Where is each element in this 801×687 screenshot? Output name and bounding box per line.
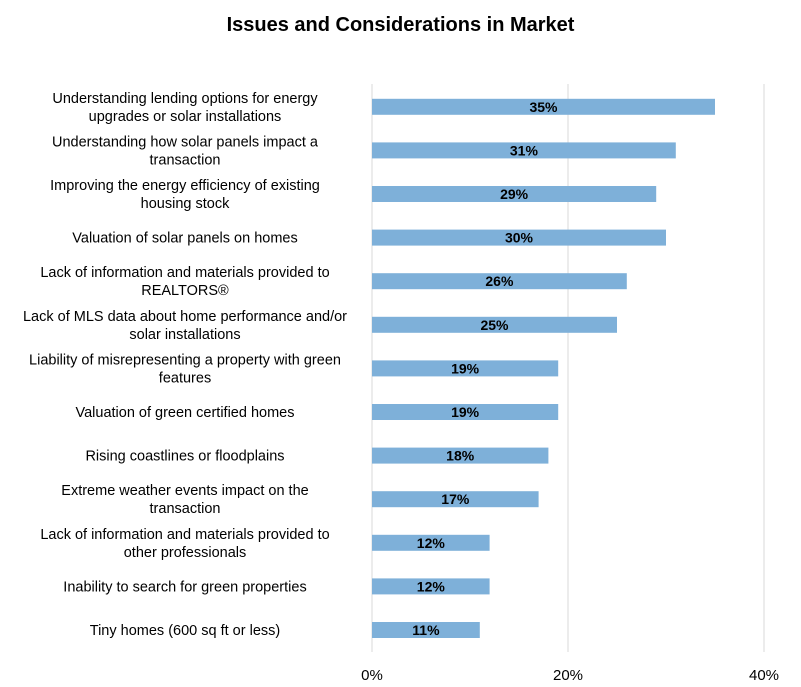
category-label-line: upgrades or solar installations: [89, 109, 282, 125]
data-label: 30%: [505, 230, 534, 246]
category-label-line: features: [159, 370, 211, 386]
data-label: 18%: [446, 448, 475, 464]
category-label-line: transaction: [150, 152, 221, 168]
bar: [372, 447, 549, 464]
category-label: Valuation of solar panels on homes: [72, 231, 297, 247]
category-label: Lack of information and materials provid…: [40, 527, 329, 561]
data-label: 19%: [451, 360, 480, 376]
bar: [372, 273, 627, 290]
category-label-line: REALTORS®: [141, 283, 229, 299]
data-label: 12%: [417, 535, 446, 551]
chart-title: Issues and Considerations in Market: [226, 14, 575, 36]
category-label: Rising coastlines or floodplains: [85, 449, 284, 465]
bar: [372, 316, 617, 333]
data-label: 12%: [417, 578, 446, 594]
category-label-line: Understanding lending options for energy: [52, 91, 318, 107]
data-label: 19%: [451, 404, 480, 420]
category-label: Improving the energy efficiency of exist…: [50, 178, 320, 212]
category-label-line: Tiny homes (600 sq ft or less): [90, 623, 280, 639]
category-label-line: Lack of information and materials provid…: [40, 265, 329, 281]
bar: [372, 622, 480, 638]
category-label-line: Liability of misrepresenting a property …: [29, 352, 341, 368]
category-label-line: Valuation of solar panels on homes: [72, 231, 297, 247]
x-tick-label: 20%: [553, 667, 583, 684]
category-label-line: transaction: [150, 501, 221, 517]
category-label: Lack of information and materials provid…: [40, 265, 329, 299]
bar: [372, 98, 715, 115]
data-label: 25%: [480, 317, 509, 333]
bar: [372, 142, 676, 159]
category-label-line: other professionals: [124, 545, 247, 561]
bar: [372, 404, 559, 420]
bar: [372, 186, 657, 202]
category-label: Lack of MLS data about home performance …: [23, 309, 347, 343]
x-tick-label: 0%: [361, 667, 383, 684]
category-label: Tiny homes (600 sq ft or less): [90, 623, 280, 639]
bar: [372, 360, 559, 377]
category-label-line: solar installations: [129, 327, 240, 343]
category-label: Liability of misrepresenting a property …: [29, 352, 341, 386]
bar: [372, 534, 490, 551]
bar: [372, 229, 666, 246]
category-label: Understanding how solar panels impact a t…: [52, 134, 319, 168]
bar: [372, 578, 490, 595]
category-label: Extreme weather events impact on the tran…: [61, 483, 308, 517]
category-label-line: Understanding how solar panels impact a: [52, 134, 319, 150]
category-label-line: Lack of MLS data about home performance …: [23, 309, 347, 325]
data-label: 29%: [500, 186, 529, 202]
category-label: Understanding lending options for energy…: [52, 91, 318, 125]
data-label: 35%: [529, 99, 558, 115]
data-label: 26%: [485, 273, 514, 289]
bar: [372, 491, 539, 508]
category-label-line: housing stock: [141, 196, 230, 212]
data-label: 17%: [441, 491, 470, 507]
data-label: 31%: [510, 142, 539, 158]
category-label-line: Rising coastlines or floodplains: [85, 449, 284, 465]
data-label: 11%: [412, 622, 440, 638]
category-label-line: Valuation of green certified homes: [76, 405, 295, 421]
category-label: Valuation of green certified homes: [76, 405, 295, 421]
category-label-line: Improving the energy efficiency of exist…: [50, 178, 320, 194]
category-label-line: Extreme weather events impact on the: [61, 483, 308, 499]
category-label-line: Lack of information and materials provid…: [40, 527, 329, 543]
x-tick-label: 40%: [749, 667, 779, 684]
category-label-line: Inability to search for green properties: [63, 579, 306, 595]
category-label: Inability to search for green properties: [63, 579, 306, 595]
